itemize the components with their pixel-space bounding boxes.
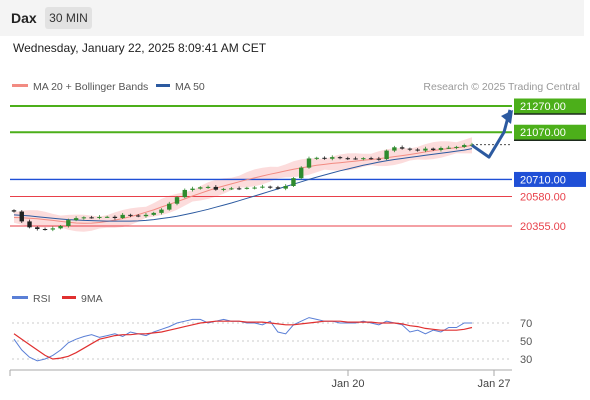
rsi-ma-legend-label: 9MA bbox=[81, 293, 103, 305]
x-tick-label: Jan 27 bbox=[477, 378, 510, 390]
candle-body bbox=[462, 145, 467, 147]
candle-body bbox=[430, 148, 436, 150]
candle-body bbox=[73, 218, 79, 221]
candle-body bbox=[353, 158, 358, 160]
candle-body bbox=[19, 211, 24, 222]
candle-body bbox=[229, 188, 234, 190]
key-levels bbox=[10, 105, 512, 227]
rsi-panel: 70 50 30 bbox=[12, 317, 532, 366]
candle-body bbox=[236, 188, 242, 190]
candle-body bbox=[361, 158, 366, 160]
ma50-line bbox=[13, 148, 473, 222]
candle-body bbox=[81, 217, 87, 219]
candle-body bbox=[167, 203, 172, 210]
candle-body bbox=[42, 229, 48, 231]
ma50-legend-swatch bbox=[156, 84, 170, 87]
candle-body bbox=[221, 188, 226, 190]
candle-body bbox=[392, 147, 397, 151]
candle-body bbox=[244, 187, 250, 189]
candle-body bbox=[11, 210, 17, 212]
level-label: 20355.00 bbox=[520, 221, 566, 233]
candle-body bbox=[104, 216, 110, 218]
timestamp: Wednesday, January 22, 2025 8:09:41 AM C… bbox=[13, 41, 267, 55]
candle-body bbox=[407, 148, 413, 150]
rsi-ma-line bbox=[13, 320, 473, 360]
level-label-box bbox=[514, 124, 586, 140]
rsi-legend-label: RSI bbox=[33, 293, 51, 305]
candle-body bbox=[337, 157, 343, 159]
rsi-ma-legend-swatch bbox=[62, 296, 76, 299]
rsi-tick-label: 70 bbox=[520, 318, 532, 330]
scenario-arrow-path bbox=[471, 109, 512, 159]
rsi-tick-label: 30 bbox=[520, 354, 532, 366]
candle-body bbox=[182, 189, 187, 198]
candle-body bbox=[469, 144, 475, 146]
x-tick-label: Jan 20 bbox=[331, 378, 364, 390]
candle-body bbox=[260, 186, 265, 188]
candle-body bbox=[438, 147, 444, 150]
candle-body bbox=[27, 221, 32, 228]
level-label: 21070.00 bbox=[520, 127, 566, 139]
candle-body bbox=[50, 228, 56, 230]
ma50-legend-label: MA 50 bbox=[175, 81, 205, 93]
candle-body bbox=[128, 214, 133, 216]
credit-label: Research © 2025 Trading Central bbox=[423, 81, 580, 93]
candle-body bbox=[120, 214, 125, 218]
candle-body bbox=[446, 147, 451, 149]
candle-body bbox=[322, 157, 327, 159]
level-labels: 21270.00 21070.00 20710.00 20580.00 20355.00 bbox=[514, 98, 586, 233]
candle-body bbox=[205, 186, 211, 188]
rsi-legend-swatch bbox=[12, 296, 28, 299]
candle-body bbox=[174, 197, 180, 204]
candle-body bbox=[97, 216, 102, 218]
candle-body bbox=[151, 212, 156, 215]
candle-body bbox=[58, 226, 63, 229]
bollinger-legend-swatch bbox=[12, 84, 28, 87]
symbol-label: Dax bbox=[11, 10, 37, 26]
candle-body bbox=[291, 178, 296, 186]
candle-body bbox=[66, 220, 71, 226]
scenario-arrow-head bbox=[501, 110, 513, 124]
candle-body bbox=[283, 186, 288, 189]
candle-body bbox=[190, 188, 195, 190]
candle-body bbox=[454, 146, 459, 148]
candle-body bbox=[267, 186, 273, 188]
candle-body bbox=[136, 215, 141, 217]
rsi-tick-label: 50 bbox=[520, 336, 532, 348]
candle-body bbox=[35, 227, 40, 230]
candles bbox=[11, 142, 475, 232]
level-label-box bbox=[514, 171, 586, 187]
candle-body bbox=[159, 209, 164, 213]
level-label-box bbox=[514, 98, 586, 114]
candle-body bbox=[399, 147, 405, 149]
scenario-arrow bbox=[471, 109, 513, 159]
candle-body bbox=[299, 167, 304, 179]
candle-body bbox=[306, 158, 312, 168]
level-label: 21270.00 bbox=[520, 101, 566, 113]
candle-body bbox=[252, 187, 257, 189]
candle-body bbox=[368, 158, 374, 160]
level-label: 20710.00 bbox=[520, 174, 566, 186]
candle-body bbox=[376, 158, 382, 160]
candle-body bbox=[198, 187, 203, 189]
candle-body bbox=[345, 158, 350, 160]
candle-body bbox=[415, 149, 420, 151]
candle-body bbox=[275, 187, 281, 189]
timeframe-button[interactable]: 30 MIN bbox=[45, 7, 92, 29]
candle-body bbox=[112, 216, 118, 218]
candle-body bbox=[330, 157, 335, 159]
ma20-line bbox=[13, 144, 473, 224]
candle-body bbox=[143, 214, 149, 217]
level-label: 20580.00 bbox=[520, 191, 566, 203]
candle-body bbox=[314, 157, 319, 159]
candle-body bbox=[384, 150, 389, 160]
indicator-lines bbox=[13, 144, 512, 224]
candle-body bbox=[89, 217, 94, 219]
toolbar: Dax 30 MIN bbox=[0, 0, 584, 36]
candle-body bbox=[423, 148, 428, 151]
bollinger-legend-label: MA 20 + Bollinger Bands bbox=[33, 81, 148, 93]
candle-body bbox=[213, 186, 219, 190]
